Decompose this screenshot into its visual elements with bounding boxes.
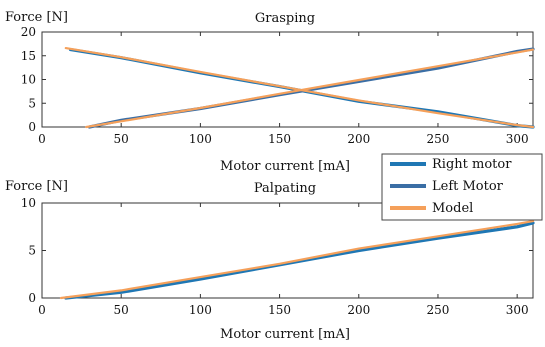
x-tick-label: 300: [506, 303, 529, 317]
x-tick-label: 50: [114, 132, 129, 146]
x-tick-label: 150: [268, 303, 291, 317]
series-line-right-motor: [64, 221, 535, 300]
grasping-series: [64, 46, 535, 129]
y-tick-label: 15: [21, 49, 36, 63]
grasping-title: Grasping: [255, 11, 315, 26]
palpating-ticks: 0 50 100 150 200 250 300 0 5 10: [21, 196, 533, 317]
x-tick-label: 100: [189, 132, 212, 146]
y-tick-label: 20: [21, 25, 36, 39]
x-tick-label: 300: [506, 132, 529, 146]
x-tick-label: 0: [38, 303, 46, 317]
x-tick-label: 100: [189, 303, 212, 317]
y-tick-label: 10: [21, 196, 36, 210]
series-line-model: [85, 48, 535, 129]
series-line-model: [64, 46, 535, 129]
y-tick-label: 0: [28, 291, 36, 305]
grasping-axes-frame: [41, 31, 534, 128]
x-tick-label: 250: [427, 132, 450, 146]
x-tick-label: 0: [38, 132, 46, 146]
grasping-ylabel: Force [N]: [5, 10, 68, 25]
palpating-subplot: Palpating Force [N] Motor current [mA] 0…: [5, 179, 535, 342]
legend-label-left-motor: Left Motor: [432, 179, 504, 194]
palpating-title: Palpating: [254, 181, 316, 196]
y-tick-label: 5: [28, 244, 36, 258]
x-tick-label: 200: [347, 303, 370, 317]
y-tick-label: 5: [28, 96, 36, 110]
legend-label-right-motor: Right motor: [432, 157, 512, 172]
grasping-ticks: 0 50 100 150 200 250 300 0 5 10 15 20: [21, 25, 533, 146]
palpating-xlabel: Motor current [mA]: [220, 327, 350, 342]
x-tick-label: 50: [114, 303, 129, 317]
series-line-model: [59, 220, 535, 300]
x-tick-label: 200: [347, 132, 370, 146]
y-tick-label: 10: [21, 73, 36, 87]
x-tick-label: 250: [427, 303, 450, 317]
grasping-xlabel: Motor current [mA]: [220, 159, 350, 174]
legend-label-model: Model: [432, 201, 473, 216]
legend: Right motor Left Motor Model: [381, 153, 543, 221]
x-tick-label: 150: [268, 132, 291, 146]
y-tick-label: 0: [28, 120, 36, 134]
palpating-series: [59, 220, 535, 300]
grasping-subplot: Grasping Force [N] Motor current [mA] 0 5…: [5, 10, 535, 174]
palpating-ylabel: Force [N]: [5, 179, 68, 194]
